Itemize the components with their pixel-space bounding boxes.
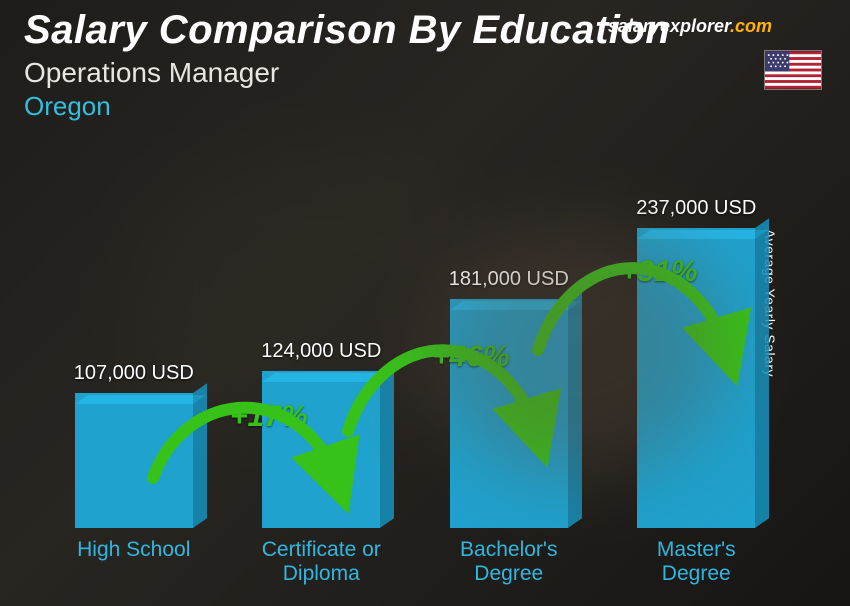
bar-body xyxy=(75,393,193,528)
header-block: Salary Comparison By Education Operation… xyxy=(24,8,670,122)
category-label: Master'sDegree xyxy=(603,538,791,586)
bars-container: 107,000 USD 124,000 USD 181,000 USD 237,000… xyxy=(40,188,790,528)
flag-icon xyxy=(764,50,822,90)
bar-value-label: 181,000 USD xyxy=(449,268,569,291)
infographic-stage: Salary Comparison By Education Operation… xyxy=(0,0,850,606)
bar-3: 237,000 USD xyxy=(603,197,791,528)
bar-2: 181,000 USD xyxy=(415,268,603,528)
job-title: Operations Manager xyxy=(24,57,670,89)
brand-prefix: salaryexplorer xyxy=(608,16,730,36)
category-label: High School xyxy=(40,538,228,586)
jump-pct-label: +31% xyxy=(620,255,698,289)
bar-value-label: 124,000 USD xyxy=(261,340,381,363)
bar-body xyxy=(262,371,380,528)
brand-suffix: .com xyxy=(730,16,772,36)
category-label: Bachelor'sDegree xyxy=(415,538,603,586)
bar-value-label: 107,000 USD xyxy=(74,362,194,385)
bar-value-label: 237,000 USD xyxy=(636,197,756,220)
bar-0: 107,000 USD xyxy=(40,362,228,528)
bar-body xyxy=(450,299,568,528)
bar-1: 124,000 USD xyxy=(228,340,416,528)
category-label: Certificate orDiploma xyxy=(228,538,416,586)
category-labels: High SchoolCertificate orDiplomaBachelor… xyxy=(40,538,790,586)
salary-bar-chart: 107,000 USD 124,000 USD 181,000 USD 237,000… xyxy=(40,150,790,586)
jump-pct-label: +46% xyxy=(432,340,510,374)
region-name: Oregon xyxy=(24,91,670,122)
page-title: Salary Comparison By Education xyxy=(24,8,670,53)
brand-wordmark: salaryexplorer.com xyxy=(608,16,772,37)
bar-body xyxy=(637,228,755,528)
